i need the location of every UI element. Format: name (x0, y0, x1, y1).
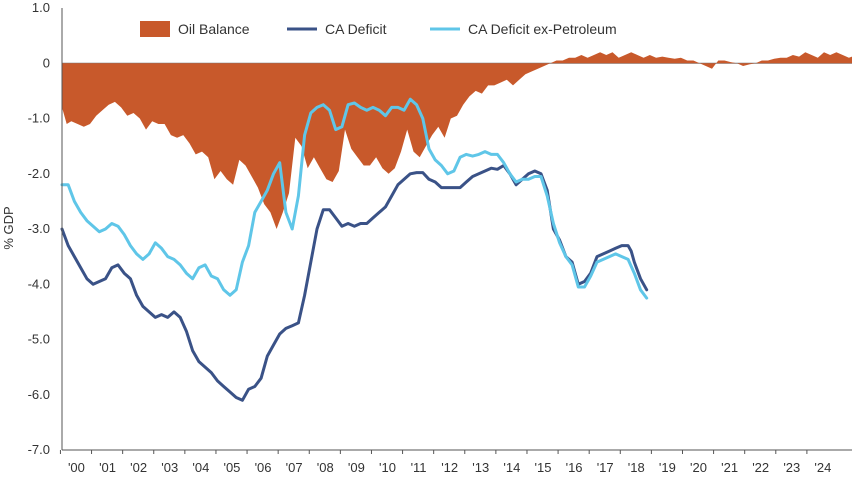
x-tick-label: '03 (161, 460, 178, 475)
legend: Oil Balance CA Deficit CA Deficit ex-Petro… (140, 21, 617, 37)
y-tick-labels: 1.0 0 -1.0 -2.0 -3.0 -4.0 -5.0 -6.0 -7.0 (28, 0, 50, 457)
x-tick-label: '20 (690, 460, 707, 475)
y-tick-label: -2.0 (28, 166, 50, 181)
x-tick-label: '24 (814, 460, 831, 475)
x-tick-label: '10 (379, 460, 396, 475)
x-tick-label: '16 (566, 460, 583, 475)
ca-deficit-line (60, 164, 649, 402)
x-tick-label: '00 (68, 460, 85, 475)
x-tick-label: '18 (628, 460, 645, 475)
x-tick-label: '13 (472, 460, 489, 475)
y-tick-label: 1.0 (32, 0, 50, 15)
x-tick-label: '23 (783, 460, 800, 475)
y-tick-label: -5.0 (28, 332, 50, 347)
x-tick-label: '14 (503, 460, 520, 475)
legend-swatch-oil-balance (140, 21, 170, 37)
oil-balance-area (62, 52, 852, 230)
lines-layer (60, 97, 649, 402)
y-tick-label: -4.0 (28, 276, 50, 291)
legend-label: CA Deficit (325, 21, 387, 37)
x-tick-label: '22 (752, 460, 769, 475)
x-tick-label: '07 (286, 460, 303, 475)
legend-label: Oil Balance (178, 21, 250, 37)
y-tick-label: -1.0 (28, 111, 50, 126)
x-tick-label: '04 (192, 460, 209, 475)
x-tick-label: '21 (721, 460, 738, 475)
ca-deficit-ex-petroleum-line (60, 97, 649, 300)
x-tick-label: '12 (441, 460, 458, 475)
x-tick-label: '08 (317, 460, 334, 475)
x-tick-label: '19 (659, 460, 676, 475)
oil-balance-area-layer (62, 52, 852, 230)
x-tick-label: '02 (130, 460, 147, 475)
x-tick-labels: '00 '01 '02 '03 '04 '05 '06 '07 '08 '09 '10 '11 '12 '… (68, 460, 831, 475)
x-tick-label: '15 (534, 460, 551, 475)
y-tick-label: 0 (43, 55, 50, 70)
y-tick-label: -6.0 (28, 387, 50, 402)
axes (59, 8, 852, 454)
x-tick-label: '01 (99, 460, 116, 475)
y-axis-label: % GDP (1, 206, 16, 249)
y-tick-label: -7.0 (28, 442, 50, 457)
y-tick-label: -3.0 (28, 221, 50, 236)
legend-label: CA Deficit ex-Petroleum (468, 21, 617, 37)
x-tick-label: '06 (255, 460, 272, 475)
x-tick-label: '09 (348, 460, 365, 475)
x-tick-label: '11 (411, 460, 427, 475)
x-tick-label: '17 (597, 460, 614, 475)
x-tick-label: '05 (223, 460, 240, 475)
